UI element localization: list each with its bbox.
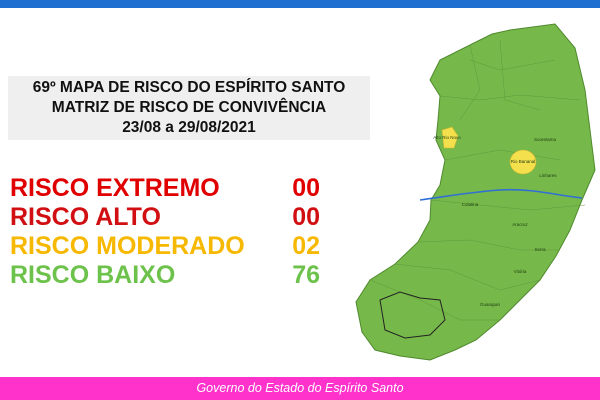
risk-list: RISCO EXTREMO 00 RISCO ALTO 00 RISCO MODERAD… (10, 174, 320, 290)
risk-count: 00 (292, 174, 320, 202)
municipality-label: Rio Bananal (511, 159, 536, 164)
title-box: 69º MAPA DE RISCO DO ESPÍRITO SANTO MATR… (8, 76, 370, 140)
risk-count: 00 (292, 203, 320, 231)
risk-label: RISCO MODERADO (10, 232, 245, 260)
municipality-label: Serra (534, 247, 546, 252)
municipality-label: Alto Rio Novo (433, 135, 461, 140)
title-line: 69º MAPA DE RISCO DO ESPÍRITO SANTO (32, 79, 346, 96)
region-outline (379, 291, 446, 339)
risk-label: RISCO BAIXO (10, 261, 176, 289)
municipality-label: Aracruz (512, 222, 528, 227)
top-bar (0, 0, 600, 8)
risk-row: RISCO ALTO 00 (10, 203, 320, 232)
title-line: 23/08 a 29/08/2021 (122, 119, 256, 136)
risk-row: RISCO MODERADO 02 (10, 232, 320, 261)
municipality-label: Vitória (514, 269, 527, 274)
risk-count: 76 (292, 261, 320, 289)
risk-count: 02 (292, 232, 320, 260)
municipality-label: Sooretama (534, 137, 557, 142)
moderate-area (509, 149, 537, 175)
risk-row: RISCO EXTREMO 00 (10, 174, 320, 203)
moderate-area (441, 126, 459, 149)
municipality-label: Colatina (462, 202, 479, 207)
municipality-label: Guarapari (480, 302, 500, 307)
river (419, 188, 583, 201)
risk-label: RISCO ALTO (10, 203, 161, 231)
risk-row: RISCO BAIXO 76 (10, 261, 320, 290)
title-line: MATRIZ DE RISCO DE CONVIVÊNCIA (51, 99, 327, 116)
risk-label: RISCO EXTREMO (10, 174, 220, 202)
footer: Governo do Estado do Espírito Santo (0, 377, 600, 400)
municipality-label: Linhares (539, 173, 557, 178)
municipal-borders (369, 39, 586, 321)
